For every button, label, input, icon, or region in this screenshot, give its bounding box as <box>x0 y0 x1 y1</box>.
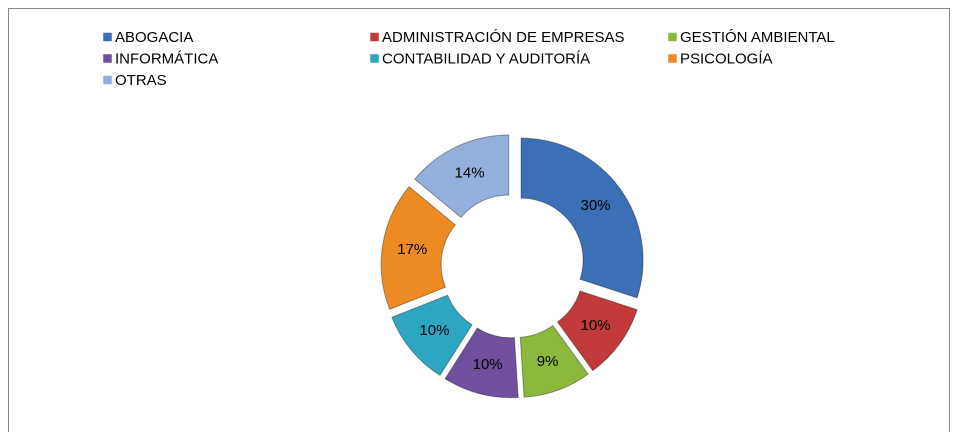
legend-label: PSICOLOGÍA <box>680 50 773 67</box>
doughnut-segment <box>380 185 457 310</box>
chart-border <box>8 8 950 432</box>
data-label: 10% <box>473 356 503 373</box>
legend-label: OTRAS <box>115 72 167 89</box>
legend-label: GESTIÓN AMBIENTAL <box>680 29 835 46</box>
data-label: 10% <box>419 322 449 339</box>
doughnut-segment <box>391 294 473 377</box>
legend-marker <box>667 53 678 64</box>
legend-marker <box>102 32 113 42</box>
legend-marker <box>102 53 113 64</box>
doughnut-segment <box>520 137 644 299</box>
doughnut-segment <box>519 324 589 398</box>
data-label: 10% <box>581 317 611 334</box>
doughnut-segment <box>414 134 510 219</box>
legend-marker <box>369 32 380 42</box>
data-label: 30% <box>581 197 611 214</box>
legend-label: ADMINISTRACIÓN DE EMPRESAS <box>382 29 625 46</box>
data-label: 14% <box>455 165 485 182</box>
legend-label: CONTABILIDAD Y AUDITORÍA <box>382 50 590 67</box>
data-label: 9% <box>537 353 559 370</box>
legend-marker <box>667 32 678 42</box>
legend-label: INFORMÁTICA <box>115 50 218 67</box>
legend-marker <box>369 53 380 64</box>
legend-label: ABOGACIA <box>115 29 193 46</box>
doughnut-segment <box>556 290 638 372</box>
doughnut-segment <box>444 327 519 399</box>
legend-marker <box>102 75 113 85</box>
data-label: 17% <box>397 241 427 258</box>
